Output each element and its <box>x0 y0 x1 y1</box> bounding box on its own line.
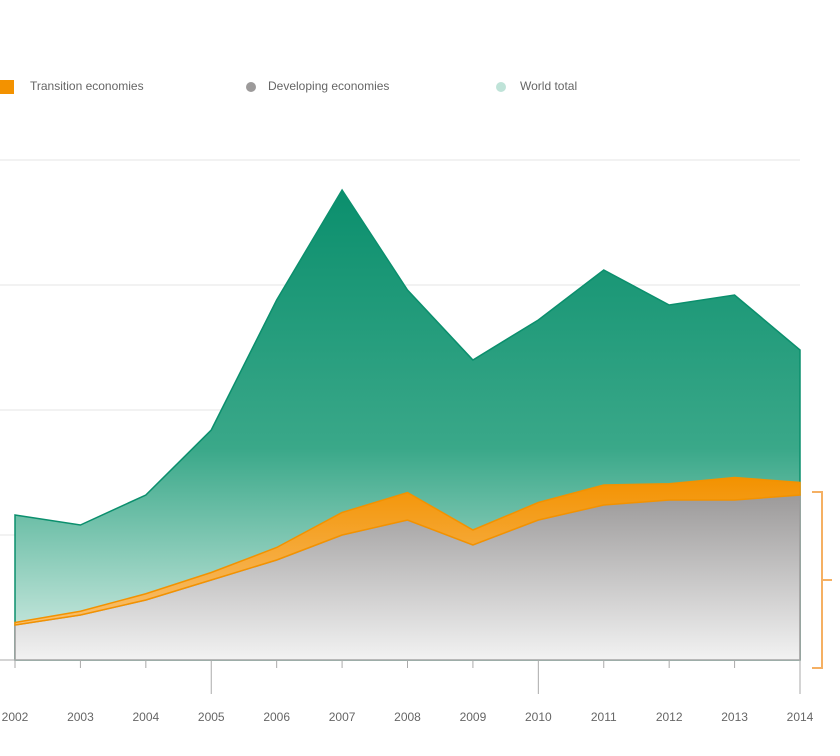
x-tick-label: 2011 <box>591 710 617 724</box>
legend-swatch <box>0 80 14 94</box>
x-tick-label: 2002 <box>2 710 29 724</box>
legend-swatch <box>496 82 506 92</box>
x-tick-label: 2005 <box>198 710 225 724</box>
area <box>14 476 801 626</box>
x-tick-label: 2010 <box>525 710 552 724</box>
x-tick-label: 2004 <box>132 710 159 724</box>
x-tick-label: 2003 <box>67 710 94 724</box>
legend-label: Transition economies <box>30 79 144 93</box>
bracket <box>812 491 832 669</box>
legend-label: Developing economies <box>268 79 389 93</box>
x-tick-label: 2012 <box>656 710 683 724</box>
x-tick-label: 2006 <box>263 710 290 724</box>
legend-label: World total <box>520 79 577 93</box>
x-tick-label: 2013 <box>721 710 748 724</box>
x-tick-label: 2008 <box>394 710 421 724</box>
legend-swatch <box>246 82 256 92</box>
x-tick-label: 2014 <box>787 710 814 724</box>
x-tick-label: 2009 <box>460 710 487 724</box>
x-tick-label: 2007 <box>329 710 356 724</box>
